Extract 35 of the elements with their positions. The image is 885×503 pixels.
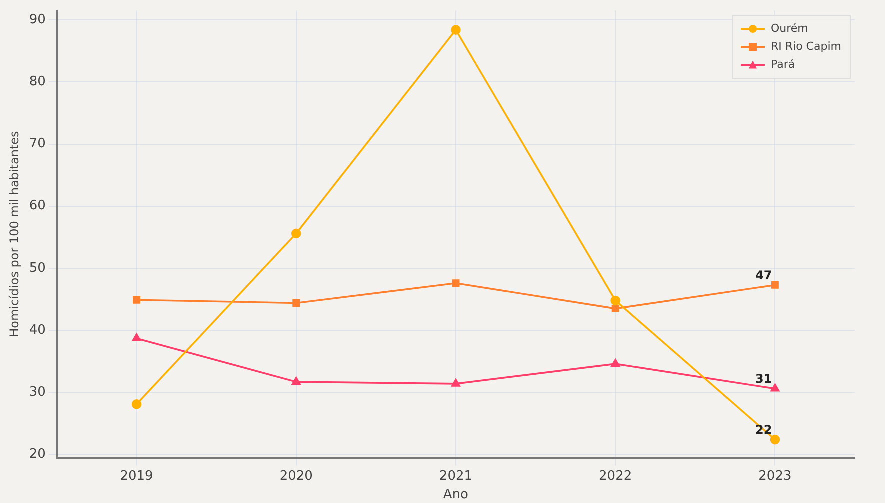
x-axis-title: Ano bbox=[443, 488, 469, 503]
x-tick-label: 2021 bbox=[439, 468, 473, 484]
data-label: 47 bbox=[755, 268, 772, 282]
point bbox=[132, 334, 142, 342]
point bbox=[291, 228, 302, 239]
point bbox=[611, 359, 620, 367]
point bbox=[451, 25, 461, 35]
point bbox=[610, 296, 620, 306]
data-label: 31 bbox=[755, 372, 772, 386]
point bbox=[452, 280, 460, 288]
point bbox=[452, 379, 460, 387]
legend-label: RI Rio Capim bbox=[771, 38, 842, 55]
y-axis-title: Homicídios por 100 mil habitantes bbox=[7, 131, 22, 338]
point bbox=[770, 434, 780, 445]
point bbox=[771, 281, 779, 289]
x-tick-label: 2022 bbox=[599, 468, 632, 484]
y-tick-label: 50 bbox=[29, 260, 46, 276]
point bbox=[292, 377, 301, 385]
y-tick-label: 40 bbox=[29, 322, 46, 338]
point bbox=[133, 296, 140, 304]
y-tick-label: 30 bbox=[29, 384, 46, 400]
point bbox=[132, 400, 142, 410]
legend-label: Ourém bbox=[771, 20, 808, 37]
y-tick-label: 60 bbox=[29, 198, 46, 214]
x-tick-label: 2019 bbox=[120, 468, 154, 484]
point bbox=[292, 299, 300, 307]
y-tick-label: 70 bbox=[29, 136, 46, 152]
y-tick-label: 90 bbox=[29, 12, 46, 28]
point bbox=[612, 305, 620, 313]
legend-label: Pará bbox=[771, 56, 796, 73]
y-tick-label: 80 bbox=[29, 74, 46, 90]
x-tick-label: 2023 bbox=[758, 468, 792, 484]
x-tick-label: 2020 bbox=[280, 468, 313, 484]
y-tick-label: 20 bbox=[29, 447, 46, 462]
point bbox=[770, 384, 780, 392]
